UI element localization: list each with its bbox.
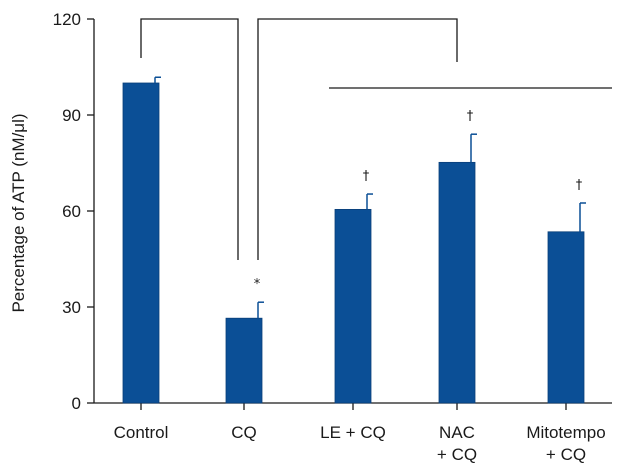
x-tick-label: + CQ (437, 445, 477, 464)
y-tick-label: 60 (62, 202, 81, 221)
bracket-cq-vs-treatments (257, 18, 458, 260)
bar (547, 231, 585, 404)
x-axis: Control CQ LE + CQ NAC + CQ Mitotempo + CQ (94, 402, 612, 464)
comparison-brackets (140, 18, 612, 260)
y-axis-label: Percentage of ATP (nM/μl) (9, 113, 28, 312)
bar (334, 208, 372, 404)
bracket-control-vs-cq (140, 18, 239, 260)
significance-marker: † (467, 109, 474, 124)
x-tick-label: Mitotempo (526, 423, 605, 442)
y-tick-label: 30 (62, 298, 81, 317)
bar (225, 317, 263, 404)
x-tick-label: LE + CQ (320, 423, 386, 442)
bar (122, 82, 160, 404)
x-tick-label: + CQ (546, 445, 586, 464)
y-tick-label: 90 (62, 106, 81, 125)
y-axis: 0 30 60 90 120 (53, 10, 95, 413)
significance-marker: † (363, 169, 370, 184)
x-tick-label: Control (114, 423, 169, 442)
x-tick-label: NAC (439, 423, 475, 442)
y-tick-label: 0 (72, 394, 81, 413)
bars: * † † † (122, 76, 586, 404)
x-tick-label: CQ (231, 423, 257, 442)
bar (438, 161, 476, 404)
significance-marker: * (254, 277, 261, 292)
y-tick-label: 120 (53, 10, 81, 29)
significance-marker: † (576, 178, 583, 193)
